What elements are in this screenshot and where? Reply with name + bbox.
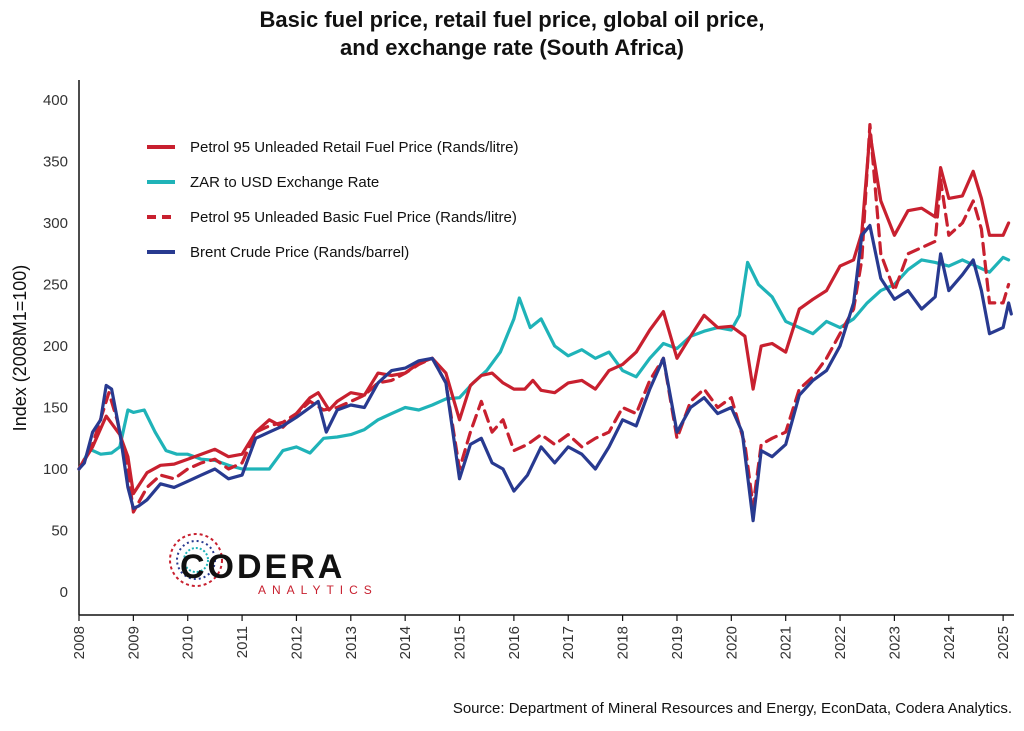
x-tick-label: 2024 (941, 626, 958, 659)
x-tick-labels: 2008 2009 2010 2011 2012 2013 2014 2015 2016 2017… (71, 615, 1012, 659)
axes (78, 80, 1014, 616)
x-tick-label: 2019 (669, 626, 686, 659)
x-tick-label: 2014 (397, 626, 414, 659)
y-tick-label: 150 (43, 400, 68, 417)
y-axis-label: Index (2008M1=100) (10, 265, 30, 432)
codera-logo: CODERA ANALYTICS (169, 533, 378, 597)
x-tick-label: 2021 (778, 626, 795, 659)
chart-title-line2: and exchange rate (South Africa) (340, 35, 684, 60)
x-tick-label: 2015 (452, 626, 469, 659)
legend-label-brent: Brent Crude Price (Rands/barrel) (190, 244, 409, 261)
legend-label-retail: Petrol 95 Unleaded Retail Fuel Price (Ra… (190, 139, 518, 156)
x-tick-label: 2016 (506, 626, 523, 659)
source-note: Source: Department of Mineral Resources … (452, 700, 1012, 717)
series-line-basic (77, 123, 1011, 514)
y-tick-label: 250 (43, 277, 68, 294)
logo-text: CODERA (180, 548, 345, 586)
logo-emblem-icon (169, 533, 223, 587)
x-tick-label: 2008 (71, 626, 88, 659)
legend-label-zar: ZAR to USD Exchange Rate (190, 174, 379, 191)
chart-title: Basic fuel price, retail fuel price, glo… (0, 6, 1024, 62)
x-tick-label: 2011 (234, 626, 251, 658)
y-tick-label: 200 (43, 338, 68, 355)
series-line-brent (77, 223, 1013, 523)
x-tick-label: 2022 (832, 626, 849, 659)
x-tick-label: 2010 (180, 626, 197, 659)
y-tick-label: 0 (60, 584, 68, 601)
legend: Petrol 95 Unleaded Retail Fuel Price (Ra… (147, 139, 518, 261)
legend-label-basic: Petrol 95 Unleaded Basic Fuel Price (Ran… (190, 209, 517, 226)
x-tick-label: 2017 (560, 626, 577, 659)
y-tick-label: 350 (43, 154, 68, 171)
y-tick-label: 50 (51, 523, 68, 540)
series-lines (77, 123, 1013, 523)
x-tick-label: 2025 (995, 626, 1012, 659)
y-tick-label: 400 (43, 92, 68, 109)
chart-title-line1: Basic fuel price, retail fuel price, glo… (259, 7, 765, 32)
x-tick-label: 2012 (288, 626, 305, 659)
x-tick-label: 2013 (343, 626, 360, 659)
y-tick-labels: 0 50 100 150 200 250 300 350 400 (43, 92, 68, 601)
logo-subtext: ANALYTICS (258, 583, 378, 597)
x-tick-label: 2020 (723, 626, 740, 659)
x-tick-label: 2023 (886, 626, 903, 659)
y-tick-label: 100 (43, 461, 68, 478)
y-tick-label: 300 (43, 215, 68, 232)
x-tick-label: 2018 (615, 626, 632, 659)
x-tick-label: 2009 (125, 626, 142, 659)
